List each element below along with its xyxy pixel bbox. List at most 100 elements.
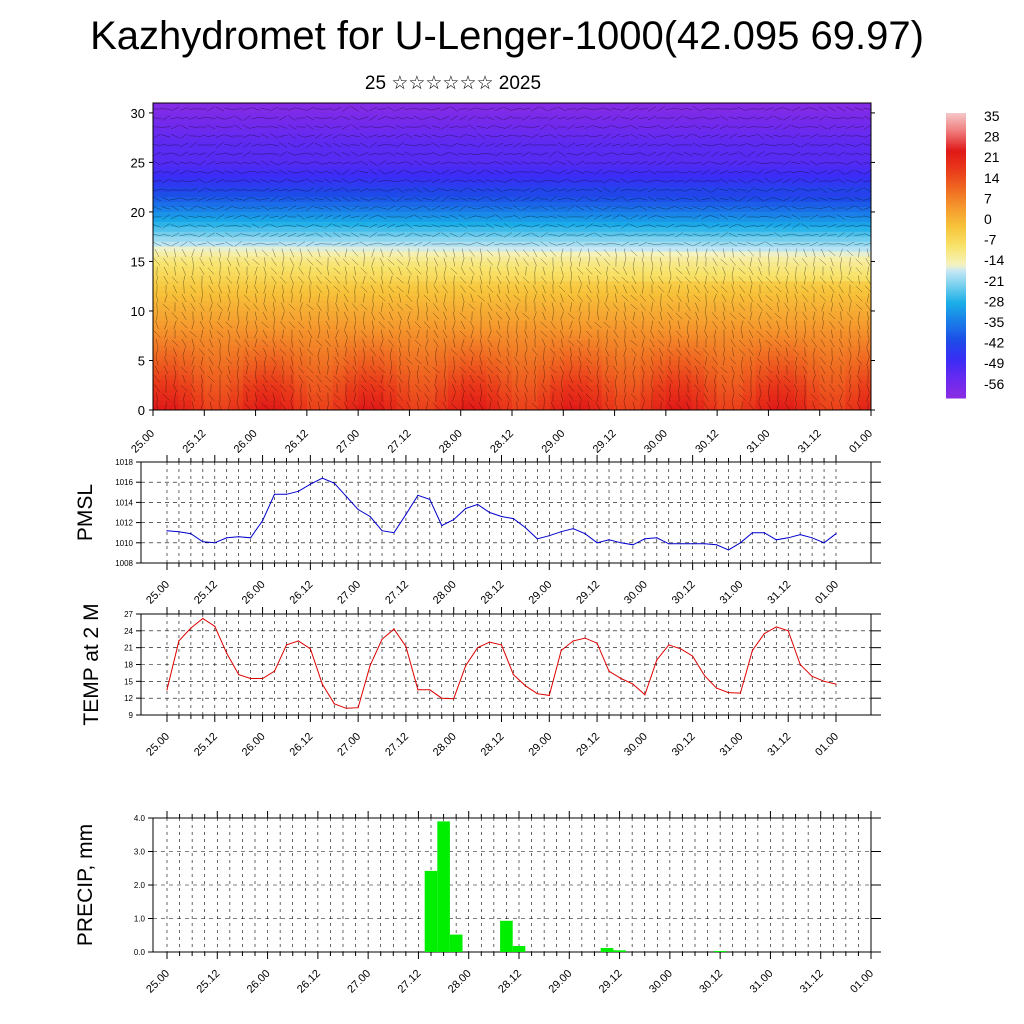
heatmap-cell bbox=[345, 152, 359, 159]
heatmap-cell bbox=[806, 211, 821, 218]
wind-barb bbox=[414, 160, 422, 166]
heatmap-cell bbox=[435, 276, 449, 282]
heatmap-cell bbox=[691, 241, 705, 248]
heatmap-cell bbox=[653, 266, 667, 272]
wind-barb bbox=[254, 248, 258, 258]
heatmap-cell bbox=[627, 221, 641, 228]
heatmap-cell bbox=[729, 370, 744, 376]
wind-barb bbox=[470, 257, 474, 267]
heatmap-cell bbox=[627, 360, 641, 367]
heatmap-cell bbox=[358, 340, 372, 347]
wind-barb bbox=[476, 169, 486, 175]
heatmap-cell bbox=[499, 360, 513, 367]
heatmap-cell bbox=[255, 241, 269, 248]
wind-barb bbox=[800, 142, 810, 148]
heatmap-cell bbox=[460, 261, 475, 267]
heatmap-cell bbox=[447, 340, 462, 347]
heatmap-cell bbox=[204, 355, 218, 362]
wind-barb bbox=[261, 160, 269, 166]
heatmap-cell bbox=[447, 286, 462, 292]
heatmap-cell bbox=[409, 172, 423, 178]
wind-barb bbox=[170, 106, 180, 112]
heatmap-cell bbox=[383, 152, 398, 159]
heatmap-cell bbox=[229, 206, 244, 213]
heatmap-cell bbox=[499, 320, 513, 327]
heatmap-cell bbox=[550, 202, 564, 208]
heatmap-cell bbox=[473, 370, 487, 376]
wind-barb bbox=[233, 152, 243, 156]
heatmap-cell bbox=[678, 315, 693, 322]
wind-barb bbox=[594, 151, 602, 157]
heatmap-cell bbox=[563, 405, 577, 410]
wind-barb bbox=[323, 134, 333, 138]
wind-barb bbox=[341, 215, 351, 219]
heatmap-cell bbox=[358, 330, 372, 337]
wind-barb bbox=[197, 206, 207, 210]
heatmap-cell bbox=[858, 400, 871, 406]
heatmap-cell bbox=[640, 310, 654, 317]
heatmap-cell bbox=[742, 192, 757, 198]
heatmap-cell bbox=[345, 335, 359, 342]
heatmap-cell bbox=[383, 301, 398, 307]
heatmap-cell bbox=[512, 340, 526, 347]
wind-barb bbox=[514, 249, 520, 257]
wind-barb bbox=[161, 134, 171, 138]
heatmap-cell bbox=[832, 365, 846, 371]
wind-barb bbox=[395, 205, 405, 211]
heatmap-cell bbox=[191, 375, 205, 381]
heatmap-cell bbox=[268, 286, 282, 292]
heatmap-cell bbox=[614, 395, 628, 401]
heatmap-cell bbox=[486, 301, 500, 307]
heatmap-cell bbox=[409, 256, 423, 263]
heatmap-cell bbox=[794, 390, 808, 396]
wind-barb bbox=[242, 188, 252, 192]
heatmap-cell bbox=[358, 202, 372, 208]
wind-barb bbox=[153, 144, 162, 146]
heatmap-cell bbox=[268, 261, 282, 267]
heatmap-cell bbox=[614, 405, 628, 410]
heatmap-cell bbox=[845, 276, 859, 282]
heatmap-cell bbox=[319, 221, 334, 228]
heatmap-cell bbox=[217, 375, 231, 381]
heatmap-cell bbox=[819, 251, 834, 258]
wind-barb bbox=[206, 124, 216, 130]
wind-barb bbox=[422, 216, 432, 218]
heatmap-cell bbox=[204, 132, 218, 139]
heatmap-cell bbox=[294, 251, 308, 258]
heatmap-cell bbox=[537, 261, 552, 267]
heatmap-cell bbox=[422, 221, 436, 228]
heatmap-cell bbox=[499, 182, 513, 188]
heatmap-cell bbox=[512, 182, 526, 188]
heatmap-cell bbox=[524, 400, 539, 406]
heatmap-cell bbox=[229, 400, 244, 406]
heatmap-cell bbox=[486, 395, 500, 401]
heatmap-cell bbox=[319, 211, 334, 218]
heatmap-cell bbox=[358, 246, 372, 253]
wind-barb bbox=[219, 248, 221, 258]
heatmap-cell bbox=[319, 241, 334, 248]
heatmap-cell bbox=[358, 103, 372, 109]
wind-barb bbox=[351, 223, 359, 229]
wind-barb bbox=[603, 258, 611, 266]
wind-barb bbox=[611, 152, 621, 156]
wind-barb bbox=[575, 116, 585, 120]
wind-barb bbox=[188, 188, 198, 192]
wind-barb bbox=[650, 266, 654, 276]
wind-barb bbox=[467, 169, 477, 175]
heatmap-cell bbox=[153, 365, 167, 371]
heatmap-cell bbox=[601, 187, 616, 193]
wind-barb bbox=[251, 143, 261, 147]
heatmap-cell bbox=[729, 231, 744, 238]
heatmap-cell bbox=[512, 286, 526, 292]
heatmap-cell bbox=[717, 400, 731, 406]
wind-barb bbox=[854, 160, 864, 166]
heatmap-cell bbox=[473, 306, 487, 312]
heatmap-cell bbox=[332, 345, 346, 352]
heatmap-cell bbox=[281, 310, 295, 317]
heatmap-cell bbox=[588, 256, 603, 263]
heatmap-cell bbox=[319, 330, 334, 337]
wind-barb bbox=[363, 248, 365, 258]
heatmap-cell bbox=[153, 286, 167, 292]
heatmap-cell bbox=[858, 202, 871, 208]
heatmap-cell bbox=[409, 211, 423, 218]
